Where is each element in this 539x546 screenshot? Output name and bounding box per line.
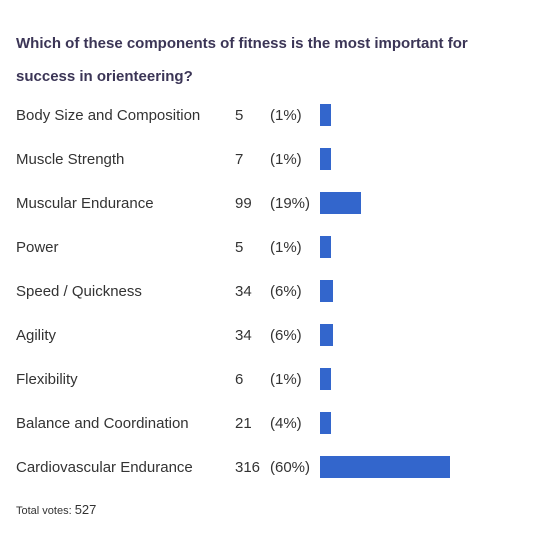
option-label: Cardiovascular Endurance: [16, 459, 193, 476]
option-bar: [320, 236, 331, 258]
option-bar: [320, 192, 361, 214]
option-vote-count: 34: [235, 283, 252, 300]
option-vote-count: 6: [235, 371, 244, 388]
option-bar: [320, 368, 331, 390]
option-bar: [320, 280, 333, 302]
poll-option-row: Balance and Coordination 21 (4%): [0, 402, 539, 446]
poll-option-row: Power 5 (1%): [0, 226, 539, 270]
option-label: Muscle Strength: [16, 151, 125, 168]
option-percent: (60%): [270, 459, 311, 476]
option-bar: [320, 324, 333, 346]
option-label: Balance and Coordination: [16, 415, 189, 432]
option-percent: (1%): [270, 239, 302, 256]
option-percent: (6%): [270, 283, 302, 300]
option-label: Body Size and Composition: [16, 107, 201, 124]
option-label: Power: [16, 239, 59, 256]
poll-option-row: Muscle Strength 7 (1%): [0, 138, 539, 182]
poll-option-row: Body Size and Composition 5 (1%): [0, 94, 539, 138]
total-votes-label: Total votes:: [16, 505, 72, 517]
option-label: Agility: [16, 327, 57, 344]
option-bar: [320, 412, 331, 434]
poll-question: Which of these components of fitness is …: [16, 35, 468, 85]
option-vote-count: 99: [235, 195, 252, 212]
option-vote-count: 34: [235, 327, 252, 344]
option-percent: (4%): [270, 415, 302, 432]
option-vote-count: 5: [235, 107, 244, 124]
option-vote-count: 316: [235, 459, 261, 476]
poll-options-list: Body Size and Composition 5 (1%) Muscle Str…: [0, 94, 539, 490]
option-label: Flexibility: [16, 371, 78, 388]
option-bar: [320, 148, 331, 170]
option-percent: (1%): [270, 151, 302, 168]
option-bar: [320, 456, 450, 478]
total-votes-value: 527: [74, 502, 97, 517]
option-percent: (19%): [270, 195, 311, 212]
option-vote-count: 21: [235, 415, 252, 432]
total-votes: Total votes: 527: [16, 502, 96, 517]
option-label: Speed / Quickness: [16, 283, 142, 300]
option-percent: (1%): [270, 371, 302, 388]
option-percent: (6%): [270, 327, 302, 344]
option-percent: (1%): [270, 107, 302, 124]
poll-option-row: Cardiovascular Endurance 316 (60%): [0, 446, 539, 490]
option-bar: [320, 104, 331, 126]
option-vote-count: 7: [235, 151, 244, 168]
poll-option-row: Speed / Quickness 34 (6%): [0, 270, 539, 314]
option-vote-count: 5: [235, 239, 244, 256]
option-label: Muscular Endurance: [16, 195, 154, 212]
poll-option-row: Agility 34 (6%): [0, 314, 539, 358]
poll-option-row: Flexibility 6 (1%): [0, 358, 539, 402]
poll-option-row: Muscular Endurance 99 (19%): [0, 182, 539, 226]
